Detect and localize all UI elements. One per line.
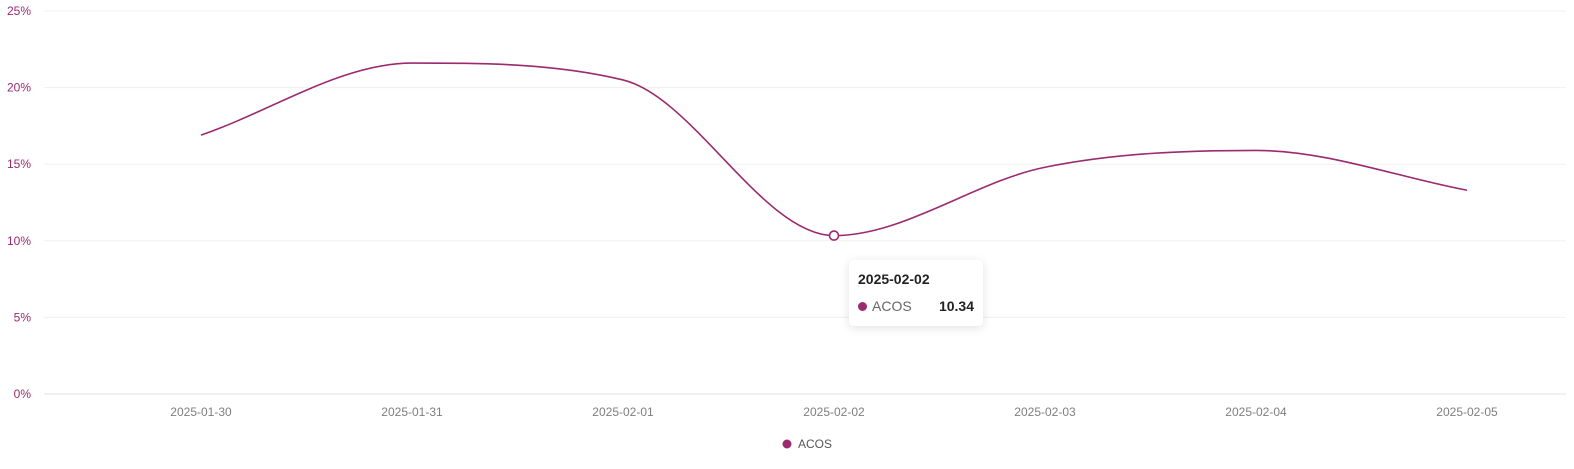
x-tick-label: 2025-02-05 [1436,405,1498,419]
x-axis: 2025-01-30 2025-01-31 2025-02-01 2025-02-02… [44,393,1566,419]
y-tick-label: 15% [7,157,31,171]
x-tick-label: 2025-02-02 [803,405,865,419]
x-tick-label: 2025-01-30 [170,405,232,419]
x-tick-label: 2025-02-01 [592,405,654,419]
series-line-acos [200,62,1468,237]
y-tick-label: 0% [14,387,32,401]
y-tick-label: 20% [7,81,31,95]
legend[interactable]: ACOS [782,437,833,451]
legend-label-acos[interactable]: ACOS [798,437,832,451]
tooltip: 2025-02-02 ACOS 10.34 [849,260,983,326]
tooltip-value: 10.34 [938,298,974,314]
y-tick-label: 25% [7,4,31,18]
tooltip-series-name: ACOS [872,298,912,314]
series-layer [200,62,1468,241]
tooltip-series-dot [858,301,867,311]
y-tick-label: 10% [7,234,31,248]
y-axis: 0% 5% 10% 15% 20% 25% [7,4,31,401]
tooltip-title: 2025-02-02 [858,271,930,287]
x-tick-label: 2025-02-04 [1225,405,1287,419]
grid-lines [44,10,1566,318]
tooltip-row: ACOS 10.34 [858,297,974,315]
legend-marker-acos[interactable] [782,439,792,449]
x-tick-label: 2025-01-31 [381,405,443,419]
y-tick-label: 5% [14,310,32,324]
x-tick-label: 2025-02-03 [1014,405,1076,419]
highlighted-data-point[interactable] [828,230,840,241]
